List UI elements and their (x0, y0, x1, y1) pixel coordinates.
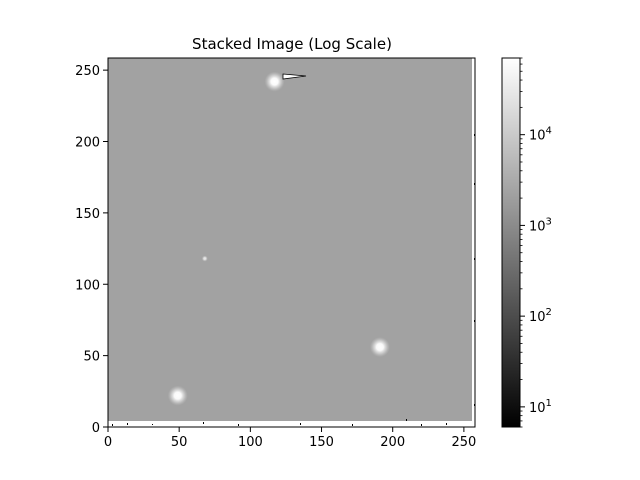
x-tick-label-5: 250 (451, 435, 476, 450)
y-axis: 0 50 100 150 200 250 (75, 64, 108, 436)
x-tick-label-0: 0 (104, 435, 112, 450)
colorbar-tick-label-3: 104 (529, 126, 552, 144)
x-tick-label-4: 200 (380, 435, 405, 450)
image-bottom-edge (108, 421, 475, 427)
plot-frame (107, 57, 476, 428)
y-tick-label-2: 100 (75, 278, 100, 293)
colorbar-gradient (501, 57, 521, 428)
y-tick-label-5: 250 (75, 64, 100, 79)
colorbar-tick-label-0: 101 (529, 398, 552, 416)
x-axis: 0 50 100 150 200 250 (104, 427, 476, 450)
chart-title: Stacked Image (Log Scale) (192, 35, 392, 53)
sources-layer (167, 71, 390, 406)
y-tick-label-4: 200 (75, 136, 100, 151)
image-plot (107, 57, 476, 428)
x-tick-label-3: 150 (309, 435, 334, 450)
source-3 (201, 255, 208, 262)
colorbar-tick-label-1: 102 (529, 307, 552, 325)
source-1 (369, 337, 390, 358)
source-2 (167, 385, 188, 406)
streak-artifact (282, 73, 307, 80)
image-right-edge (472, 58, 475, 427)
colorbar-ticks: 101 102 103 104 (520, 57, 552, 428)
colorbar-tick-label-2: 103 (529, 216, 552, 234)
x-tick-label-2: 100 (238, 435, 263, 450)
y-tick-label-1: 50 (83, 350, 100, 365)
source-0 (264, 71, 285, 92)
x-tick-label-1: 50 (171, 435, 188, 450)
y-tick-label-0: 0 (92, 421, 100, 436)
colorbar: 101 102 103 104 (501, 57, 552, 428)
image-background (108, 58, 475, 427)
y-tick-label-3: 150 (75, 207, 100, 222)
